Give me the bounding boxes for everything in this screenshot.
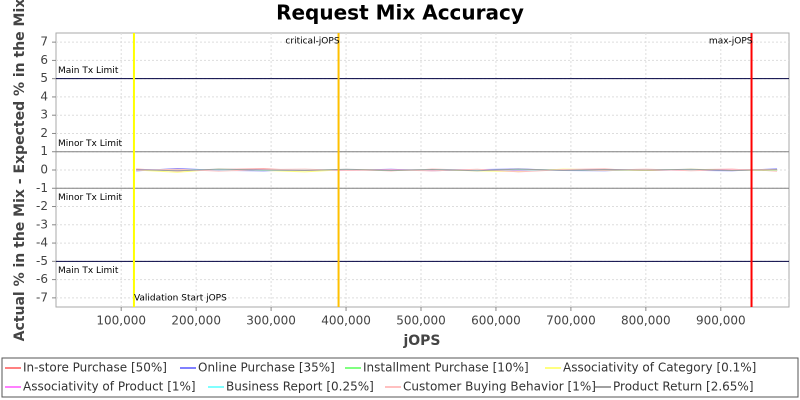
limit-label: Main Tx Limit (58, 66, 119, 76)
y-tick-label: -5 (36, 254, 48, 268)
y-tick-label: -6 (36, 272, 48, 286)
y-axis-label: Actual % in the Mix - Expected % in the … (12, 0, 28, 341)
chart-title: Request Mix Accuracy (276, 1, 524, 25)
y-tick-label: -1 (36, 181, 48, 195)
x-tick-label: 900,000 (696, 314, 746, 328)
limit-label: Main Tx Limit (58, 266, 119, 276)
y-tick-label: 1 (40, 144, 48, 158)
x-tick-label: 300,000 (246, 314, 296, 328)
y-tick-label: 0 (40, 163, 48, 177)
y-tick-label: 4 (40, 89, 48, 103)
legend-label: Product Return [2.65%] (613, 380, 754, 394)
y-tick-label: -3 (36, 217, 48, 231)
y-tick-label: -7 (36, 290, 48, 304)
x-tick-label: 700,000 (546, 314, 596, 328)
marker-label: Validation Start jOPS (134, 294, 227, 304)
series-line (136, 168, 778, 172)
marker-label: critical-jOPS (285, 37, 339, 47)
y-tick-label: 3 (40, 108, 48, 122)
y-tick-label: -2 (36, 199, 48, 213)
y-tick-label: -4 (36, 236, 48, 250)
x-tick-label: 800,000 (621, 314, 671, 328)
legend-label: Business Report [0.25%] (226, 380, 374, 394)
limit-label: Minor Tx Limit (58, 193, 123, 203)
y-tick-label: 2 (40, 126, 48, 140)
legend-box (1, 357, 799, 398)
y-tick-label: 5 (40, 71, 48, 85)
x-tick-label: 400,000 (321, 314, 371, 328)
marker-label: max-jOPS (709, 37, 753, 47)
legend-label: Online Purchase [35%] (198, 361, 335, 375)
legend-label: Customer Buying Behavior [1%] (403, 380, 596, 394)
x-tick-label: 600,000 (471, 314, 521, 328)
x-axis-label: jOPS (402, 333, 440, 349)
y-tick-label: 7 (40, 35, 48, 49)
x-tick-label: 500,000 (396, 314, 446, 328)
legend-label: In-store Purchase [50%] (23, 361, 167, 375)
x-tick-label: 200,000 (171, 314, 221, 328)
y-tick-label: 6 (40, 53, 48, 67)
legend-label: Associativity of Product [1%] (23, 380, 196, 394)
legend-label: Associativity of Category [0.1%] (563, 361, 756, 375)
legend-label: Installment Purchase [10%] (363, 361, 529, 375)
limit-label: Minor Tx Limit (58, 139, 123, 149)
x-tick-label: 100,000 (96, 314, 146, 328)
